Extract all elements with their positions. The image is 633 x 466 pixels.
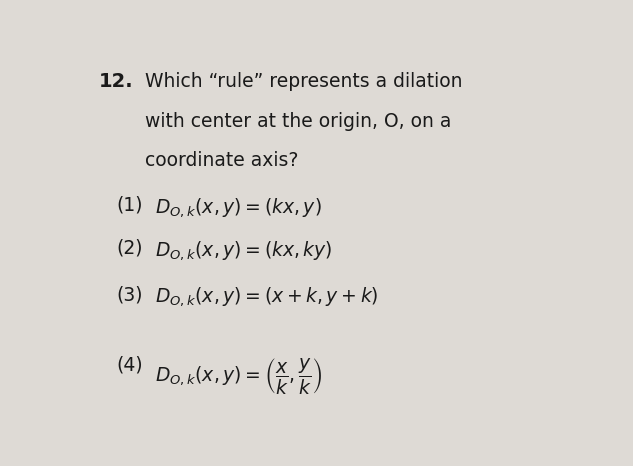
- Text: (4): (4): [116, 356, 142, 375]
- Text: 12.: 12.: [99, 72, 134, 91]
- Text: $D_{O,k}(x, y) = (kx, ky)$: $D_{O,k}(x, y) = (kx, ky)$: [155, 239, 333, 262]
- Text: (1): (1): [116, 196, 142, 215]
- Text: (2): (2): [116, 239, 142, 258]
- Text: $D_{O,k}(x, y) = \left(\dfrac{x}{k},\dfrac{y}{k}\right)$: $D_{O,k}(x, y) = \left(\dfrac{x}{k},\dfr…: [155, 356, 323, 396]
- Text: (3): (3): [116, 286, 142, 305]
- Text: with center at the origin, O, on a: with center at the origin, O, on a: [146, 111, 452, 130]
- Text: Which “rule” represents a dilation: Which “rule” represents a dilation: [146, 72, 463, 91]
- Text: coordinate axis?: coordinate axis?: [146, 151, 299, 170]
- Text: $D_{O,k}(x, y) = (kx, y)$: $D_{O,k}(x, y) = (kx, y)$: [155, 196, 322, 219]
- Text: $D_{O,k}(x, y) = (x+k, y+k)$: $D_{O,k}(x, y) = (x+k, y+k)$: [155, 286, 379, 308]
